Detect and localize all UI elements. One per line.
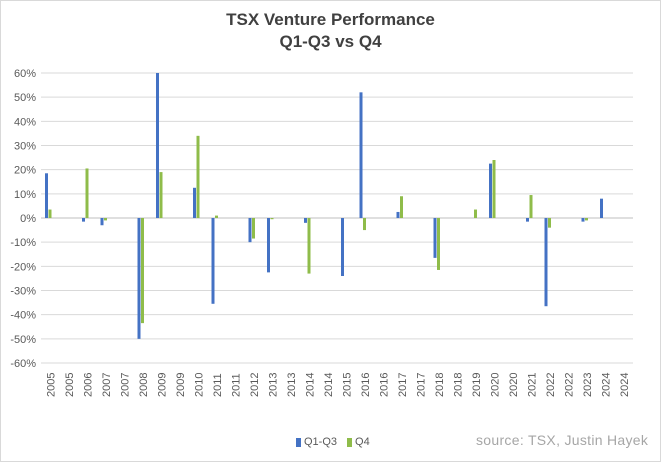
x-tick-label: 2021 (526, 373, 538, 397)
x-tick-label: 2014 (323, 373, 335, 397)
y-tick-label: -10% (10, 237, 36, 249)
x-tick-label: 2018 (434, 373, 446, 397)
y-tick-label: -30% (10, 286, 36, 298)
x-tick-label: 2011 (230, 373, 242, 397)
bar-q1q3 (433, 218, 437, 258)
x-tick-label: 2012 (249, 373, 261, 397)
bar-q4 (104, 218, 107, 221)
x-tick-label: 2005 (45, 373, 57, 397)
bar-q4 (252, 218, 255, 239)
bar-q4 (159, 172, 163, 218)
legend-swatch-q1q3 (296, 437, 301, 447)
y-tick-label: -20% (10, 261, 36, 273)
y-tick-label: 10% (14, 189, 36, 201)
x-tick-label: 2023 (582, 373, 594, 397)
bar-q1q3 (193, 187, 196, 218)
y-tick-label: 50% (14, 92, 36, 104)
y-tick-label: -60% (10, 358, 36, 370)
x-tick-label: 2008 (138, 373, 150, 397)
x-tick-label: 2009 (175, 373, 187, 397)
legend: Q1-Q3 Q4 (296, 436, 370, 448)
bar-q4 (529, 195, 533, 218)
chart-subtitle: Q1-Q3 vs Q4 (279, 32, 382, 51)
bar-q4 (548, 218, 551, 228)
bar-q4 (141, 218, 144, 324)
x-tick-label: 2016 (378, 373, 390, 397)
bar-q1q3 (544, 218, 548, 307)
legend-label-q1q3: Q1-Q3 (304, 436, 338, 448)
x-tick-label: 2007 (101, 373, 113, 397)
bar-q1q3 (341, 218, 344, 276)
x-tick-label: 2019 (471, 373, 483, 397)
legend-item-q4: Q4 (347, 436, 370, 448)
bar-q1q3 (248, 218, 252, 243)
bar-q1q3 (489, 163, 492, 218)
bar-q4 (48, 209, 52, 218)
y-tick-label: -50% (10, 334, 36, 346)
x-tick-label: 2017 (397, 373, 409, 397)
bar-q4 (492, 160, 496, 218)
chart-title: TSX Venture Performance (226, 10, 435, 29)
x-tick-label: 2024 (619, 373, 631, 397)
bar-q1q3 (581, 218, 585, 222)
y-tick-label: 30% (14, 141, 36, 153)
bar-q1q3 (396, 211, 400, 218)
legend-label-q4: Q4 (355, 436, 370, 448)
y-tick-label: -40% (10, 310, 36, 322)
x-tick-label: 2010 (193, 373, 205, 397)
bar-q4 (437, 218, 440, 270)
bar-q1q3 (211, 218, 215, 304)
x-tick-label: 2014 (304, 373, 316, 397)
bar-q1q3 (359, 92, 363, 218)
bar-q4 (85, 168, 89, 218)
x-tick-label: 2016 (360, 373, 372, 397)
legend-swatch-q4 (347, 437, 353, 447)
bar-q1q3 (526, 218, 529, 222)
x-tick-label: 2024 (600, 373, 612, 397)
x-tick-label: 2018 (452, 373, 464, 397)
x-tick-label: 2020 (489, 373, 501, 397)
x-tick-label: 2022 (563, 373, 575, 397)
x-tick-label: 2017 (415, 373, 427, 397)
x-tick-label: 2009 (156, 373, 168, 397)
bar-q4 (196, 135, 200, 218)
legend-item-q1q3: Q1-Q3 (296, 436, 337, 448)
x-tick-label: 2013 (286, 373, 298, 397)
y-tick-label: 60% (14, 68, 36, 80)
bar-q4 (270, 218, 274, 220)
bar-q1q3 (156, 73, 159, 218)
x-tick-label: 2015 (341, 373, 353, 397)
bar-q4 (215, 215, 218, 218)
bar-q1q3 (267, 218, 270, 273)
x-tick-label: 2011 (212, 373, 224, 397)
bar-q4 (585, 218, 588, 221)
x-tick-label: 2007 (119, 373, 131, 397)
y-tick-label: 40% (14, 116, 36, 128)
source-note: source: TSX, Justin Hayek (476, 432, 649, 448)
x-tick-label: 2013 (267, 373, 279, 397)
x-tick-label: 2020 (508, 373, 520, 397)
bar-q1q3 (304, 218, 307, 223)
y-tick-label: 0% (20, 213, 36, 225)
x-tick-label: 2005 (64, 373, 76, 397)
bar-q4 (363, 218, 366, 231)
bar-q4 (307, 218, 311, 274)
bar-q4 (474, 209, 477, 218)
x-tick-label: 2022 (545, 373, 557, 397)
bar-q1q3 (137, 218, 141, 339)
bar-q4 (400, 196, 403, 218)
y-tick-label: 20% (14, 165, 36, 177)
bar-q1q3 (82, 218, 85, 222)
bar-q1q3 (100, 218, 104, 226)
x-tick-label: 2006 (82, 373, 94, 397)
bar-q1q3 (600, 198, 603, 218)
bar-q1q3 (45, 173, 48, 218)
